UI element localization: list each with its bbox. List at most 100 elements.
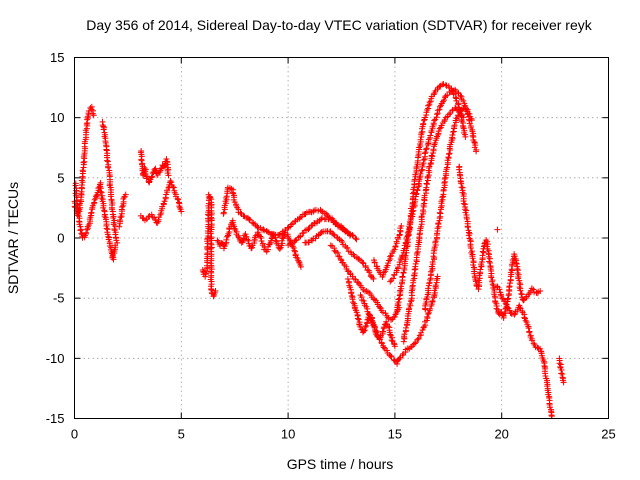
- data-point: [525, 325, 532, 332]
- data-point: [399, 352, 406, 359]
- data-point: [80, 159, 87, 166]
- data-point: [413, 250, 420, 257]
- data-point: [470, 259, 477, 266]
- data-point: [254, 223, 261, 230]
- data-point: [528, 285, 535, 292]
- data-point: [426, 279, 433, 286]
- ticks: 0 5 10 15 20 25 -15 -10 -5 0 5 10 15: [46, 50, 616, 442]
- data-point: [460, 97, 467, 104]
- data-point: [302, 210, 309, 217]
- data-point: [509, 257, 516, 264]
- data-point: [558, 370, 565, 377]
- data-point: [431, 117, 438, 124]
- data-point: [423, 145, 430, 152]
- data-point: [348, 293, 355, 300]
- data-point: [518, 290, 525, 297]
- data-point: [525, 291, 532, 298]
- data-point: [337, 256, 344, 263]
- data-point: [452, 105, 459, 112]
- data-point: [341, 226, 348, 233]
- data-point: [437, 103, 444, 110]
- data-point: [387, 352, 394, 359]
- data-point: [445, 151, 452, 158]
- data-point: [427, 132, 434, 139]
- data-point: [444, 92, 451, 99]
- data-point: [376, 336, 383, 343]
- x-tick-label: 10: [281, 427, 295, 442]
- data-point: [472, 278, 479, 285]
- data-point: [405, 229, 412, 236]
- data-point: [105, 236, 112, 243]
- data-point: [174, 195, 181, 202]
- data-point: [397, 283, 404, 290]
- data-point: [434, 273, 441, 280]
- data-point: [84, 116, 91, 123]
- data-point: [390, 275, 397, 282]
- data-point: [442, 82, 449, 89]
- data-point: [384, 314, 391, 321]
- data-point: [331, 247, 338, 254]
- data-point: [489, 278, 496, 285]
- data-point: [445, 154, 452, 161]
- data-point: [366, 269, 373, 276]
- x-axis-label: GPS time / hours: [287, 456, 394, 472]
- data-point: [407, 298, 414, 305]
- data-point: [222, 198, 229, 205]
- data-point: [344, 245, 351, 252]
- data-point: [436, 209, 443, 216]
- data-point: [500, 313, 507, 320]
- data-point: [380, 269, 387, 276]
- data-point: [462, 105, 469, 112]
- data-point: [319, 215, 326, 221]
- data-point: [226, 185, 233, 192]
- data-point: [459, 122, 466, 129]
- data-point: [488, 274, 495, 281]
- data-point: [208, 244, 215, 251]
- data-point: [202, 270, 209, 277]
- data-point: [457, 172, 464, 179]
- data-point: [441, 97, 448, 104]
- data-point: [454, 112, 461, 119]
- data-point: [100, 126, 107, 133]
- y-tick-label: 5: [57, 170, 64, 185]
- data-point: [365, 310, 372, 317]
- data-point: [503, 301, 510, 308]
- data-point: [417, 170, 424, 177]
- data-point: [402, 252, 409, 259]
- data-point: [436, 125, 443, 132]
- data-point: [260, 226, 267, 233]
- data-point: [104, 157, 111, 164]
- data-point: [426, 99, 433, 106]
- data-point: [469, 132, 476, 139]
- data-point: [403, 324, 410, 331]
- data-point: [417, 136, 424, 143]
- data-point: [208, 285, 215, 292]
- data-point: [511, 253, 518, 260]
- data-point: [392, 243, 399, 250]
- data-point: [504, 296, 511, 303]
- data-point: [290, 245, 297, 252]
- data-point: [90, 112, 97, 119]
- data-point: [410, 189, 417, 196]
- data-point: [292, 237, 299, 244]
- data-point: [148, 174, 155, 181]
- data-point: [473, 148, 480, 155]
- data-point: [210, 293, 217, 300]
- data-point: [273, 240, 280, 247]
- data-point: [471, 138, 478, 145]
- data-point: [421, 150, 428, 157]
- data-point: [98, 195, 105, 202]
- data-point: [141, 164, 148, 171]
- data-point: [419, 207, 426, 214]
- data-point: [432, 139, 439, 146]
- data-point: [361, 327, 368, 334]
- data-point: [207, 194, 214, 201]
- data-point: [93, 192, 100, 199]
- data-point: [367, 273, 374, 280]
- data-point: [523, 319, 530, 326]
- data-point: [438, 122, 445, 129]
- data-point: [516, 277, 523, 284]
- data-point: [289, 243, 296, 250]
- data-point: [460, 200, 467, 207]
- data-point: [457, 107, 464, 114]
